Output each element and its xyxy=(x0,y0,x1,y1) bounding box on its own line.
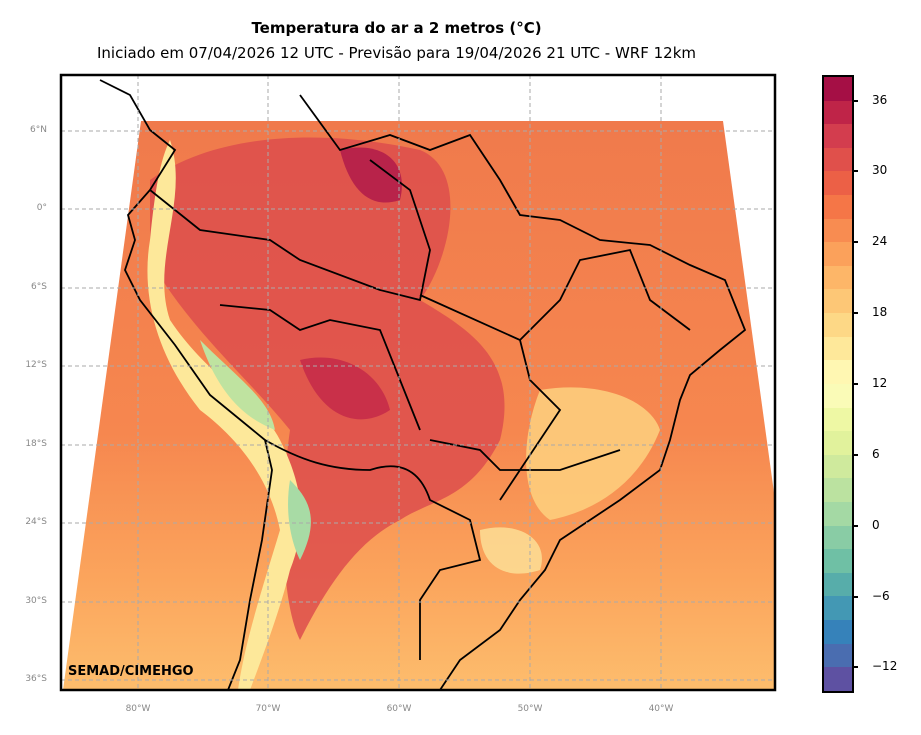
colorbar-tick-label: 6 xyxy=(872,446,880,461)
colorbar-bin xyxy=(824,596,852,621)
colorbar-bin xyxy=(824,147,852,172)
graticule xyxy=(61,75,775,690)
lat-label: 12°S xyxy=(25,360,47,370)
colorbar-bin xyxy=(824,431,852,455)
colorbar-tick xyxy=(852,595,858,598)
lon-label: 70°W xyxy=(255,704,281,714)
lat-label: 24°S xyxy=(25,517,47,527)
colorbar-bin xyxy=(824,360,852,384)
lon-label: 60°W xyxy=(386,704,412,714)
colorbar-tick-label: −12 xyxy=(872,659,898,674)
colorbar-bin xyxy=(824,572,852,597)
colorbar-bin xyxy=(824,242,852,266)
lon-label: 40°W xyxy=(648,704,674,714)
colorbar-tick xyxy=(852,312,858,315)
colorbar-bin xyxy=(824,407,852,432)
lat-label: 6°N xyxy=(30,125,47,135)
andes-cool-region xyxy=(147,140,301,690)
hot-spot xyxy=(340,147,402,203)
colorbar-bin xyxy=(824,549,852,573)
colorbar-bin xyxy=(824,643,852,668)
colorbar-bin xyxy=(824,501,852,526)
colorbar-tick xyxy=(852,524,858,527)
map-title: Temperatura do ar a 2 metros (°C) xyxy=(251,19,542,37)
colorbar-tick xyxy=(852,170,858,173)
colorbar-tick-label: 30 xyxy=(872,163,888,178)
colorbar-bin xyxy=(824,383,852,408)
colorbar-tick-label: 0 xyxy=(872,517,880,532)
colorbar-bin xyxy=(824,667,852,691)
credit-label: SEMAD/CIMEHGO xyxy=(68,664,194,679)
colorbar-tick xyxy=(852,241,858,244)
colorbar-bin xyxy=(824,124,852,148)
colorbar-bin xyxy=(824,195,852,219)
lat-label: 0° xyxy=(36,203,47,213)
colorbar-tick-label: 24 xyxy=(872,234,888,249)
lon-label: 50°W xyxy=(517,704,543,714)
colorbar-bin xyxy=(824,620,852,644)
colorbar-tick-label: 12 xyxy=(872,376,888,390)
colorbar-bin xyxy=(824,265,852,290)
colorbar-bin xyxy=(824,218,852,243)
lat-label: 18°S xyxy=(25,439,47,449)
lat-label: 36°S xyxy=(25,674,47,684)
colorbar-tick-label: 18 xyxy=(872,305,888,320)
map-frame xyxy=(59,73,777,692)
map-subtitle: Iniciado em 07/04/2026 12 UTC - Previsão… xyxy=(96,44,697,62)
cold-spot xyxy=(288,480,311,560)
colorbar-tick xyxy=(852,383,858,385)
colorbar-tick-label: 36 xyxy=(872,92,888,107)
colorbar-bin xyxy=(824,171,852,196)
mild-spot xyxy=(480,527,542,574)
coastline-borders xyxy=(99,79,747,690)
colorbar-bin xyxy=(824,77,852,101)
colorbar-bin xyxy=(824,336,852,361)
lon-label: 80°W xyxy=(125,704,151,714)
colorbar-bin xyxy=(824,289,852,314)
hot-spot xyxy=(300,357,390,420)
colorbar-tick-label: −6 xyxy=(872,588,890,603)
colorbar-tick xyxy=(852,666,858,669)
brazil-southeast-mild xyxy=(526,387,660,520)
colorbar-bin xyxy=(824,478,852,502)
colorbar xyxy=(822,75,854,693)
colorbar-bin xyxy=(824,100,852,125)
colorbar-bin xyxy=(824,313,852,337)
cold-spot xyxy=(200,340,275,430)
colorbar-tick xyxy=(852,453,858,456)
colorbar-tick xyxy=(852,99,858,102)
colorbar-bin xyxy=(824,525,852,550)
colorbar-bin xyxy=(824,454,852,479)
lat-label: 6°S xyxy=(31,282,47,292)
lat-label: 30°S xyxy=(25,596,47,606)
